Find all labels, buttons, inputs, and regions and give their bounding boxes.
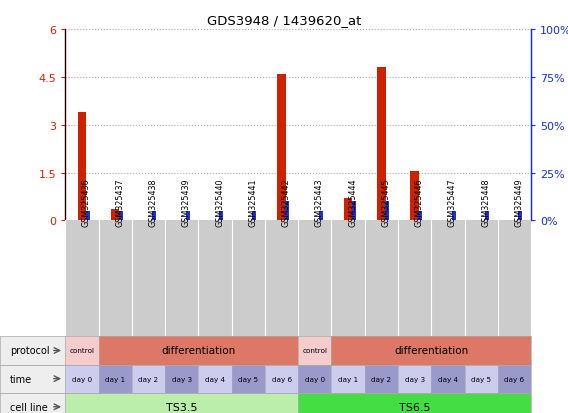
Bar: [452, 211, 456, 221]
Bar: [319, 211, 323, 221]
Text: GSM325445: GSM325445: [381, 178, 390, 227]
Bar: [144, 220, 153, 221]
Bar: [419, 211, 423, 221]
Bar: [411, 171, 419, 221]
Text: TS3.5: TS3.5: [166, 402, 198, 412]
Bar: [285, 202, 289, 221]
Text: day 4: day 4: [205, 376, 225, 382]
Bar: [277, 74, 286, 221]
Text: time: time: [10, 374, 32, 384]
Bar: [86, 211, 90, 221]
Text: day 1: day 1: [338, 376, 358, 382]
Text: GSM325440: GSM325440: [215, 178, 224, 227]
Text: day 0: day 0: [305, 376, 325, 382]
Text: GDS3948 / 1439620_at: GDS3948 / 1439620_at: [207, 14, 361, 27]
Text: GSM325449: GSM325449: [515, 178, 524, 227]
Text: GSM325439: GSM325439: [182, 178, 191, 227]
Bar: [352, 202, 356, 221]
Bar: [518, 211, 522, 221]
Bar: [252, 211, 256, 221]
Text: GSM325436: GSM325436: [82, 178, 91, 227]
Text: day 3: day 3: [172, 376, 192, 382]
Text: day 2: day 2: [139, 376, 158, 382]
Text: GSM325446: GSM325446: [415, 178, 424, 227]
Text: day 0: day 0: [72, 376, 92, 382]
Text: GSM325438: GSM325438: [148, 178, 157, 227]
Text: control: control: [302, 348, 327, 354]
Bar: [244, 220, 252, 221]
Text: protocol: protocol: [10, 346, 49, 356]
Text: day 5: day 5: [238, 376, 258, 382]
Text: GSM325443: GSM325443: [315, 178, 324, 227]
Bar: [510, 220, 519, 221]
Text: GSM325441: GSM325441: [248, 178, 257, 227]
Text: GSM325447: GSM325447: [448, 178, 457, 227]
Text: GSM325444: GSM325444: [348, 178, 357, 227]
Bar: [219, 211, 223, 221]
Text: day 4: day 4: [438, 376, 458, 382]
Bar: [385, 202, 389, 221]
Bar: [311, 220, 319, 221]
Bar: [344, 199, 352, 221]
Bar: [186, 211, 190, 221]
Text: TS6.5: TS6.5: [399, 402, 431, 412]
Text: day 2: day 2: [371, 376, 391, 382]
Text: GSM325442: GSM325442: [282, 178, 291, 227]
Text: control: control: [69, 348, 94, 354]
Bar: [377, 68, 386, 221]
Bar: [477, 220, 485, 221]
Text: day 3: day 3: [404, 376, 425, 382]
Bar: [485, 211, 489, 221]
Text: day 5: day 5: [471, 376, 491, 382]
Bar: [119, 211, 123, 221]
Text: differentiation: differentiation: [394, 346, 469, 356]
Text: GSM325448: GSM325448: [481, 178, 490, 227]
Bar: [111, 210, 119, 221]
Text: day 6: day 6: [504, 376, 524, 382]
Text: cell line: cell line: [10, 402, 48, 412]
Text: differentiation: differentiation: [161, 346, 236, 356]
Text: GSM325437: GSM325437: [115, 178, 124, 227]
Bar: [78, 113, 86, 221]
Bar: [178, 220, 186, 221]
Text: day 6: day 6: [272, 376, 291, 382]
Bar: [444, 220, 452, 221]
Text: day 1: day 1: [105, 376, 126, 382]
Bar: [211, 220, 219, 221]
Bar: [152, 211, 156, 221]
